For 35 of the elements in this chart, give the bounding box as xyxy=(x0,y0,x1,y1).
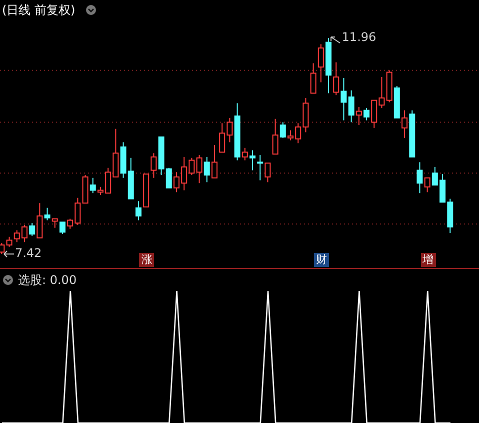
candlestick xyxy=(52,218,58,228)
candlestick xyxy=(402,110,408,138)
annotation: 增 xyxy=(420,253,436,267)
candlestick xyxy=(333,62,340,96)
annotation: 11.96 xyxy=(342,30,376,44)
annotation: 7.42 xyxy=(14,246,42,260)
candlestick xyxy=(310,62,316,94)
candlestick xyxy=(44,207,50,221)
candlestick xyxy=(364,107,370,121)
candlestick xyxy=(272,118,278,155)
candlestick xyxy=(59,222,66,235)
annotation: 涨 xyxy=(139,253,154,267)
candlestick xyxy=(250,150,256,171)
candlestick xyxy=(348,90,354,123)
chart-title: (日线 前复权) xyxy=(2,2,76,19)
candlestick xyxy=(150,152,157,178)
candlestick xyxy=(135,200,142,221)
candlestick xyxy=(242,147,248,161)
candlestick xyxy=(29,222,36,236)
candlestick xyxy=(204,156,210,183)
candlestick xyxy=(356,106,362,126)
candlestick xyxy=(424,177,430,193)
candlestick xyxy=(6,236,12,248)
candlestick xyxy=(264,162,271,183)
candlestick xyxy=(196,154,202,184)
candlestick xyxy=(340,77,347,121)
annotation: 财 xyxy=(314,253,330,267)
candlestick xyxy=(211,144,218,178)
candlestick xyxy=(257,154,264,181)
candlestick xyxy=(416,162,423,194)
candlestick xyxy=(90,177,96,194)
chart-title: 选股: 0.00 xyxy=(18,272,77,289)
candlestick xyxy=(318,44,324,83)
candlestick xyxy=(36,202,43,238)
candlestick xyxy=(280,122,286,138)
